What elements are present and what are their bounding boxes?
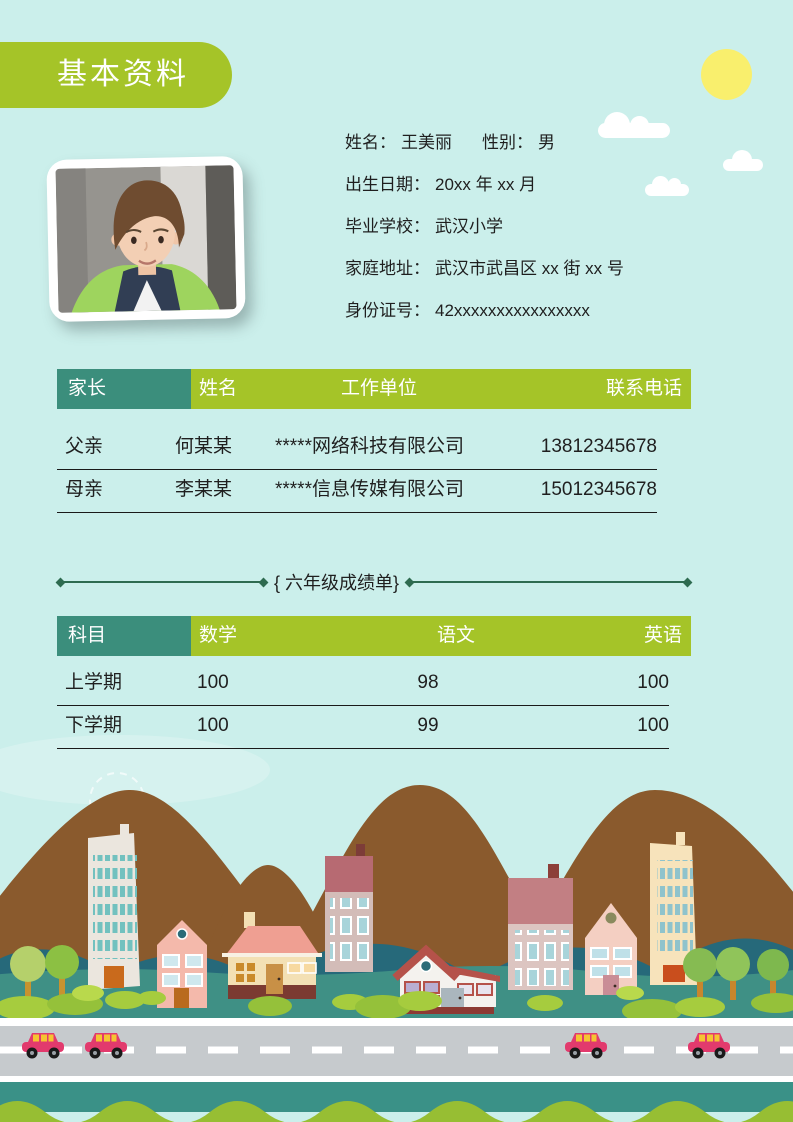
cell: *****网络科技有限公司 [275, 436, 464, 457]
cell: 13812345678 [540, 436, 657, 457]
building-white-tower [88, 824, 140, 990]
cell: 父亲 [65, 436, 104, 457]
page-title: 基本资料 [0, 42, 232, 108]
gender-label: 性别： [482, 133, 533, 152]
info-row-birth: 出生日期： 20xx 年 xx 月 [345, 164, 624, 206]
header-cell: 家长 [57, 369, 191, 409]
header-cell: 语文 [436, 625, 475, 646]
address-value: 武汉市武昌区 xx 街 xx 号 [435, 259, 624, 278]
divider-line [64, 581, 260, 583]
building-mauve-left [325, 844, 373, 972]
header-cell: 数学 [199, 625, 238, 646]
trees [10, 945, 789, 1004]
table-row: 上学期 100 98 100 [57, 663, 669, 706]
birth-label: 出生日期： [345, 175, 430, 194]
cell: 李某某 [175, 479, 233, 500]
cell: 上学期 [65, 672, 123, 693]
diamond-icon [55, 577, 66, 587]
sun-icon [701, 49, 752, 100]
house-cream [222, 912, 322, 999]
house-pink-right [585, 903, 637, 995]
scores-table-header: 科目 数学 语文 英语 [57, 616, 691, 656]
header-cell: 联系电话 [605, 378, 682, 399]
cell: 母亲 [65, 479, 104, 500]
info-row-name-gender: 姓名： 王美丽 性别： 男 [345, 122, 624, 164]
name-value: 王美丽 [401, 133, 452, 152]
diamond-icon [404, 577, 415, 587]
cell: 100 [197, 672, 229, 693]
divider-line [413, 581, 684, 583]
header-cell: 工作单位 [341, 378, 418, 399]
parents-table-header: 家长 姓名 工作单位 联系电话 [57, 369, 691, 409]
cell: *****信息传媒有限公司 [275, 479, 464, 500]
student-photo-frame [46, 155, 246, 323]
cell: 15012345678 [540, 479, 657, 500]
scores-table-body: 上学期 100 98 100 下学期 100 99 100 [57, 663, 669, 749]
info-row-school: 毕业学校： 武汉小学 [345, 206, 624, 248]
school-label: 毕业学校： [345, 217, 430, 236]
student-photo [55, 165, 237, 313]
cloud-icon [598, 112, 670, 138]
cityscape-illustration [0, 772, 793, 1122]
info-row-id: 身份证号： 42xxxxxxxxxxxxxxxx [345, 290, 624, 332]
address-label: 家庭地址： [345, 259, 430, 278]
name-label: 姓名： [345, 133, 396, 152]
id-value: 42xxxxxxxxxxxxxxxx [435, 301, 590, 320]
diamond-icon [682, 577, 693, 587]
building-mauve-right [508, 864, 573, 990]
boy-portrait [71, 180, 220, 313]
parents-table-body: 父亲 何某某 *****网络科技有限公司 13812345678 母亲 李某某 … [57, 427, 657, 513]
cloud-icon [645, 176, 689, 196]
cell: 100 [637, 672, 669, 693]
cell: 下学期 [65, 715, 123, 736]
cell: 100 [197, 715, 229, 736]
score-section-title: { 六年级成绩单} [274, 573, 400, 593]
personal-info: 姓名： 王美丽 性别： 男 出生日期： 20xx 年 xx 月 毕业学校： 武汉小学 家庭… [345, 122, 624, 332]
cloud-icon [723, 150, 763, 171]
birth-value: 20xx 年 xx 月 [435, 175, 537, 194]
info-row-address: 家庭地址： 武汉市武昌区 xx 街 xx 号 [345, 248, 624, 290]
table-row: 下学期 100 99 100 [57, 706, 669, 749]
cell: 98 [417, 672, 439, 693]
gender-value: 男 [538, 133, 555, 152]
school-value: 武汉小学 [435, 217, 503, 236]
table-row: 母亲 李某某 *****信息传媒有限公司 15012345678 [57, 470, 657, 513]
grass-wave [0, 1101, 793, 1122]
header-cell: 姓名 [199, 378, 238, 399]
house-pink-left [157, 920, 207, 1008]
header-cell: 科目 [57, 616, 191, 656]
table-row: 父亲 何某某 *****网络科技有限公司 13812345678 [57, 427, 657, 470]
header-cell: 英语 [643, 625, 682, 646]
bushes [0, 985, 793, 1023]
cell: 100 [637, 715, 669, 736]
road [0, 1018, 793, 1082]
building-tan-tower [650, 832, 697, 985]
cell: 何某某 [175, 436, 233, 457]
cell: 99 [417, 715, 439, 736]
id-label: 身份证号： [345, 301, 430, 320]
score-section-divider: { 六年级成绩单} [55, 572, 693, 593]
